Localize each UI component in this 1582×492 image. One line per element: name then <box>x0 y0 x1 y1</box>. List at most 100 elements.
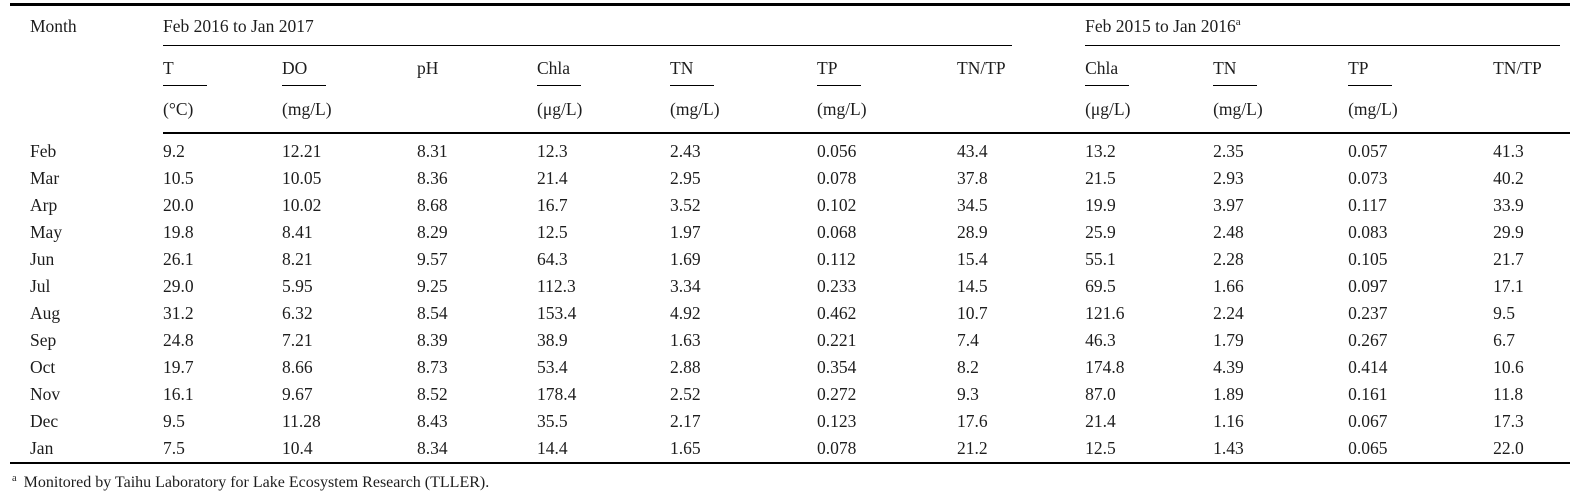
data-cell: 8.2 <box>957 357 979 377</box>
data-cell: 9.25 <box>417 276 448 296</box>
data-cell: 3.34 <box>670 276 701 296</box>
data-cell: 9.2 <box>163 141 185 161</box>
data-cell: 87.0 <box>1085 384 1116 404</box>
data-cell: 21.2 <box>957 438 988 458</box>
column-header-tntp: TN/TP <box>957 58 1006 78</box>
month-cell: Jul <box>30 276 51 296</box>
data-cell: 12.21 <box>282 141 322 161</box>
data-cell: 0.065 <box>1348 438 1388 458</box>
data-cell: 8.66 <box>282 357 313 377</box>
data-cell: 2.93 <box>1213 168 1244 188</box>
data-cell: 40.2 <box>1493 168 1524 188</box>
data-cell: 7.5 <box>163 438 185 458</box>
group-header-row: Month Feb 2016 to Jan 2017 Feb 2015 to J… <box>10 5 1570 48</box>
data-cell: 2.88 <box>670 357 701 377</box>
period-group-2016-2017: Feb 2016 to Jan 2017 <box>163 5 1085 48</box>
month-cell: Nov <box>30 384 61 404</box>
data-cell: 0.078 <box>817 438 857 458</box>
header-underline <box>1085 85 1130 86</box>
data-cell: 8.68 <box>417 195 448 215</box>
data-cell: 2.95 <box>670 168 701 188</box>
data-cell: 0.161 <box>1348 384 1388 404</box>
data-cell: 0.123 <box>817 411 857 431</box>
column-header-tp-2015: TP <box>1348 47 1493 97</box>
data-cell: 8.43 <box>417 411 448 431</box>
unit-tn-2015: (mg/L) <box>1213 97 1349 134</box>
data-cell: 16.1 <box>163 384 194 404</box>
data-cell: 1.66 <box>1213 276 1244 296</box>
data-cell: 8.41 <box>282 222 313 242</box>
column-header-tn: TN <box>670 47 817 97</box>
month-cell: Arp <box>30 195 58 215</box>
data-cell: 21.5 <box>1085 168 1116 188</box>
data-cell: 2.48 <box>1213 222 1244 242</box>
table-row: Feb 9.2 12.21 8.31 12.3 2.43 0.056 43.4 13.2 2.35… <box>10 133 1570 165</box>
data-cell: 19.8 <box>163 222 194 242</box>
unit-do: (mg/L) <box>282 97 417 134</box>
data-cell: 10.6 <box>1493 357 1524 377</box>
period-group-title-text: Feb 2016 to Jan 2017 <box>163 16 314 36</box>
data-cell: 13.2 <box>1085 141 1116 161</box>
column-header-tn-2015: TN <box>1213 47 1348 97</box>
data-cell: 4.92 <box>670 303 701 323</box>
unit-tp-2015: (mg/L) <box>1348 97 1494 134</box>
header-underline <box>1213 85 1258 86</box>
data-cell: 9.5 <box>1493 303 1515 323</box>
data-cell: 21.4 <box>537 168 568 188</box>
footnote-marker-superscript: a <box>1235 16 1241 29</box>
unit-tntp-2015 <box>1493 97 1571 134</box>
table-row: Oct 19.7 8.66 8.73 53.4 2.88 0.354 8.2 174.8 4.39… <box>10 354 1570 381</box>
data-cell: 2.35 <box>1213 141 1244 161</box>
header-underline <box>670 85 714 86</box>
data-cell: 0.056 <box>817 141 857 161</box>
data-cell: 14.5 <box>957 276 988 296</box>
data-cell: 69.5 <box>1085 276 1116 296</box>
data-cell: 19.7 <box>163 357 194 377</box>
data-cell: 1.69 <box>670 249 701 269</box>
table-row: Dec 9.5 11.28 8.43 35.5 2.17 0.123 17.6 21.4 1.16… <box>10 408 1570 435</box>
period-group-2015-2016: Feb 2015 to Jan 2016a <box>1085 5 1570 48</box>
data-cell: 31.2 <box>163 303 194 323</box>
data-cell: 7.21 <box>282 330 313 350</box>
month-cell: Jun <box>30 249 55 269</box>
table-row: Mar 10.5 10.05 8.36 21.4 2.95 0.078 37.8 21.5 2.9… <box>10 165 1570 192</box>
data-cell: 34.5 <box>957 195 988 215</box>
month-column-header: Month <box>30 16 77 36</box>
data-cell: 22.0 <box>1493 438 1524 458</box>
column-header-ph: pH <box>417 58 439 78</box>
data-cell: 53.4 <box>537 357 568 377</box>
data-cell: 29.9 <box>1493 222 1524 242</box>
data-cell: 8.29 <box>417 222 448 242</box>
data-cell: 3.97 <box>1213 195 1244 215</box>
data-cell: 1.65 <box>670 438 701 458</box>
table-header: Month Feb 2016 to Jan 2017 Feb 2015 to J… <box>10 5 1571 134</box>
unit-tn: (mg/L) <box>670 97 817 134</box>
data-cell: 28.9 <box>957 222 988 242</box>
data-cell: 14.4 <box>537 438 568 458</box>
data-cell: 35.5 <box>537 411 568 431</box>
data-cell: 12.3 <box>537 141 568 161</box>
group-underline <box>163 45 1013 46</box>
period-group-title-text: Feb 2015 to Jan 2016 <box>1085 16 1236 36</box>
month-cell: Dec <box>30 411 59 431</box>
month-cell: Oct <box>30 357 56 377</box>
unit-tntp <box>957 97 1086 134</box>
data-cell: 0.237 <box>1348 303 1388 323</box>
data-cell: 2.52 <box>670 384 701 404</box>
data-cell: 4.39 <box>1213 357 1244 377</box>
data-cell: 0.102 <box>817 195 857 215</box>
unit-ph <box>417 97 537 134</box>
data-cell: 121.6 <box>1085 303 1125 323</box>
column-header-tntp-2015: TN/TP <box>1493 58 1542 78</box>
units-row: (°C) (mg/L) (μg/L) (mg/L) (mg/L) (μg/L) … <box>10 97 1571 134</box>
data-cell: 2.24 <box>1213 303 1244 323</box>
unit-chla-2015: (μg/L) <box>1085 97 1214 134</box>
data-cell: 55.1 <box>1085 249 1116 269</box>
month-cell: Mar <box>30 168 60 188</box>
data-cell: 0.117 <box>1348 195 1387 215</box>
data-cell: 43.4 <box>957 141 988 161</box>
data-cell: 10.02 <box>282 195 322 215</box>
data-cell: 38.9 <box>537 330 568 350</box>
month-cell: Aug <box>30 303 61 323</box>
data-cell: 0.057 <box>1348 141 1388 161</box>
